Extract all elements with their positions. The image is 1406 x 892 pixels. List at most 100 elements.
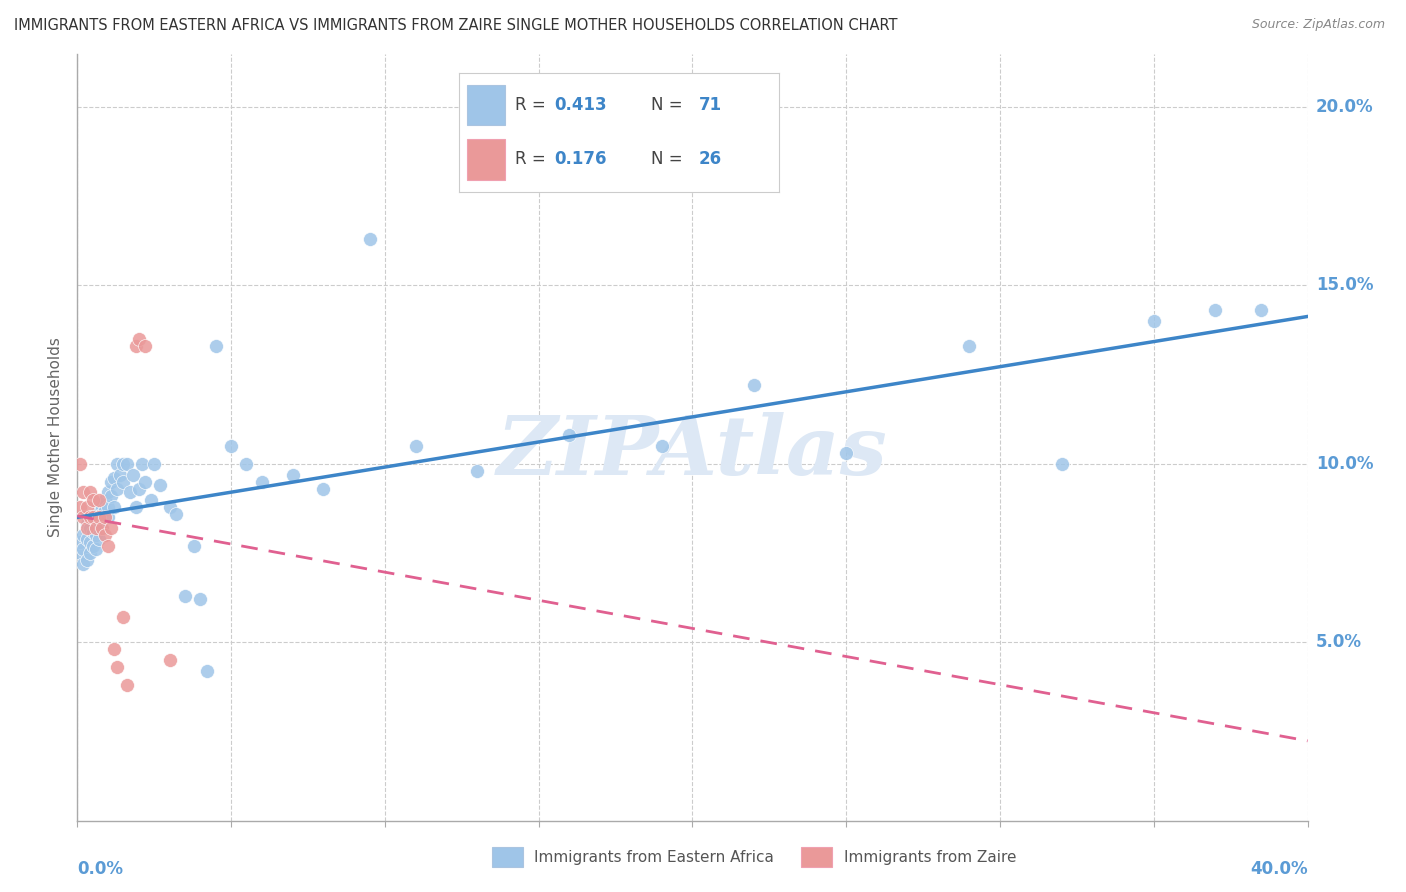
- Point: [159, 500, 181, 514]
- Text: 20.0%: 20.0%: [1316, 98, 1374, 116]
- Point: [87, 492, 110, 507]
- Point: [112, 610, 135, 624]
- Point: [84, 542, 107, 557]
- Point: [281, 467, 304, 482]
- Point: [134, 475, 156, 489]
- Point: [94, 528, 117, 542]
- Point: [69, 535, 91, 549]
- Point: [94, 510, 117, 524]
- Point: [128, 332, 150, 346]
- Point: [405, 439, 427, 453]
- Point: [103, 500, 125, 514]
- Point: [1204, 303, 1226, 318]
- Point: [94, 503, 117, 517]
- Point: [1143, 314, 1166, 328]
- Point: [69, 457, 91, 471]
- Text: ZIPAtlas: ZIPAtlas: [496, 412, 889, 492]
- Point: [149, 478, 172, 492]
- Point: [110, 467, 132, 482]
- Point: [105, 660, 128, 674]
- Point: [87, 510, 110, 524]
- Point: [131, 457, 153, 471]
- Point: [105, 482, 128, 496]
- Point: [121, 467, 143, 482]
- Point: [76, 532, 98, 546]
- Point: [204, 339, 226, 353]
- Point: [82, 492, 104, 507]
- Point: [134, 339, 156, 353]
- Point: [100, 475, 122, 489]
- Point: [188, 592, 212, 607]
- Point: [1250, 303, 1272, 318]
- Point: [742, 378, 765, 392]
- Point: [112, 475, 135, 489]
- Point: [76, 500, 98, 514]
- Point: [125, 339, 148, 353]
- Text: 5.0%: 5.0%: [1316, 633, 1362, 651]
- Point: [558, 428, 581, 442]
- Point: [118, 485, 141, 500]
- Point: [82, 539, 104, 553]
- Point: [84, 528, 107, 542]
- Point: [103, 471, 125, 485]
- Point: [219, 439, 242, 453]
- Point: [465, 464, 488, 478]
- Point: [183, 539, 205, 553]
- Point: [90, 521, 114, 535]
- Point: [90, 500, 114, 514]
- Point: [100, 489, 122, 503]
- Point: [97, 485, 120, 500]
- Point: [97, 500, 120, 514]
- Point: [79, 485, 101, 500]
- Text: Source: ZipAtlas.com: Source: ZipAtlas.com: [1251, 18, 1385, 31]
- Point: [94, 492, 117, 507]
- Text: Immigrants from Zaire: Immigrants from Zaire: [844, 850, 1017, 864]
- Point: [651, 439, 673, 453]
- Point: [72, 528, 94, 542]
- Point: [82, 524, 104, 539]
- Point: [84, 514, 107, 528]
- Point: [87, 532, 110, 546]
- Point: [165, 507, 187, 521]
- Point: [100, 521, 122, 535]
- Point: [235, 457, 257, 471]
- Point: [312, 482, 335, 496]
- Point: [359, 232, 381, 246]
- Point: [79, 546, 101, 560]
- Point: [128, 482, 150, 496]
- Point: [72, 510, 94, 524]
- Point: [79, 510, 101, 524]
- Point: [87, 503, 110, 517]
- Text: 40.0%: 40.0%: [1250, 860, 1308, 878]
- Point: [105, 457, 128, 471]
- Point: [76, 553, 98, 567]
- Point: [159, 653, 181, 667]
- Point: [72, 542, 94, 557]
- Point: [82, 510, 104, 524]
- Text: 0.0%: 0.0%: [77, 860, 124, 878]
- Point: [79, 535, 101, 549]
- Text: 15.0%: 15.0%: [1316, 277, 1374, 294]
- Point: [97, 539, 120, 553]
- Text: 10.0%: 10.0%: [1316, 455, 1374, 473]
- Y-axis label: Single Mother Households: Single Mother Households: [48, 337, 63, 537]
- Point: [72, 485, 94, 500]
- Point: [76, 517, 98, 532]
- Point: [125, 500, 148, 514]
- Point: [141, 492, 163, 507]
- Point: [835, 446, 858, 460]
- Point: [90, 521, 114, 535]
- Point: [90, 507, 114, 521]
- Point: [115, 678, 138, 692]
- Text: Immigrants from Eastern Africa: Immigrants from Eastern Africa: [534, 850, 775, 864]
- Point: [957, 339, 980, 353]
- Point: [84, 521, 107, 535]
- Point: [250, 475, 273, 489]
- Point: [143, 457, 166, 471]
- Point: [115, 457, 138, 471]
- Point: [87, 517, 110, 532]
- Point: [103, 642, 125, 657]
- Point: [174, 589, 197, 603]
- Point: [97, 510, 120, 524]
- Point: [195, 664, 218, 678]
